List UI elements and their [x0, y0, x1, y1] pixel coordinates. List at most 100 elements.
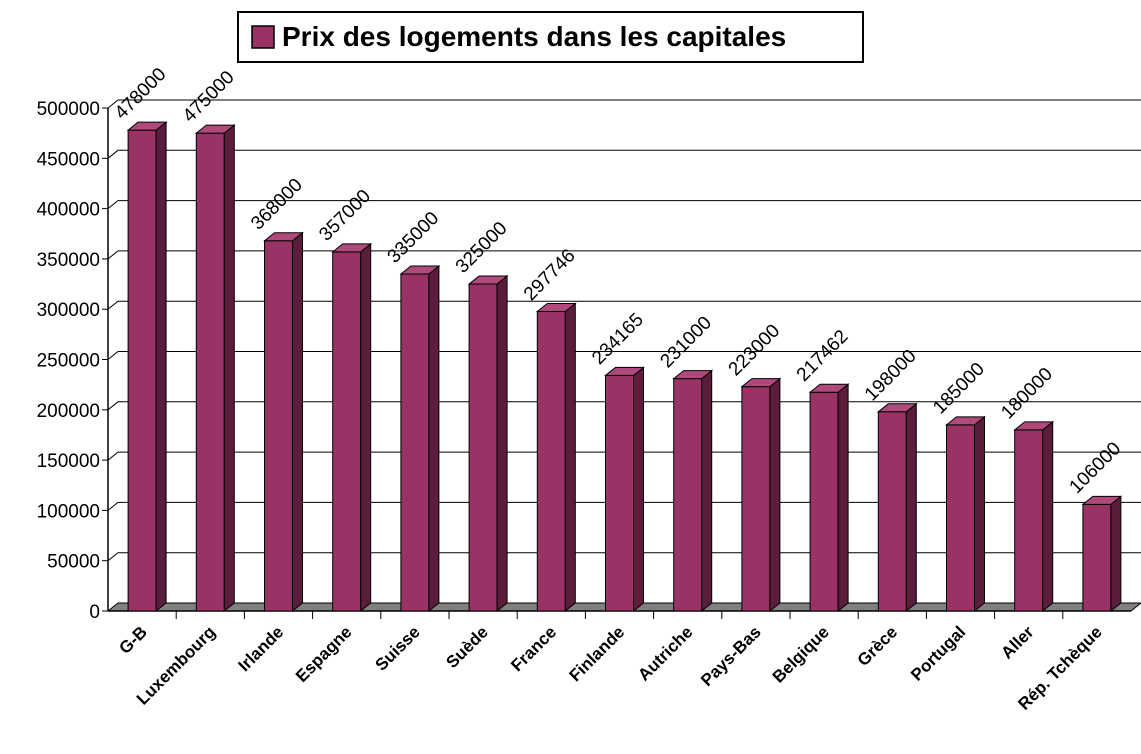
x-tick-label: Portugal: [907, 622, 969, 684]
data-label: 368000: [247, 175, 307, 235]
bar-front: [809, 391, 839, 612]
grid-line: [107, 351, 1141, 360]
bar: [1081, 495, 1123, 613]
bar-front: [264, 240, 293, 612]
bar-front: [1014, 429, 1044, 612]
grid-line: [107, 552, 1141, 562]
bar-side: [1042, 420, 1054, 613]
bar-side: [905, 402, 917, 613]
legend-box: [237, 11, 864, 63]
x-tick-label: Autriche: [634, 622, 696, 684]
bar-front: [877, 411, 907, 612]
legend-label: Prix des logements dans les capitales: [282, 21, 786, 52]
bar-side: [701, 369, 713, 613]
grid-line: [107, 149, 1141, 159]
bar-side: [360, 242, 372, 613]
bar-top: [1013, 421, 1055, 431]
data-label: 106000: [1066, 438, 1126, 498]
bar-top: [194, 124, 236, 134]
x-tick-label: Finlande: [565, 622, 628, 685]
data-label: 198000: [861, 346, 921, 406]
data-label: 325000: [452, 218, 512, 278]
grid-line: [107, 200, 1141, 209]
x-tick-label: Espagne: [292, 622, 356, 686]
bar: [740, 377, 782, 613]
bar-front: [605, 374, 634, 612]
bar-top: [808, 383, 850, 393]
bar: [945, 415, 986, 613]
data-label: 475000: [179, 67, 239, 127]
bar-front: [673, 378, 703, 612]
y-tick-label: 400000: [37, 200, 100, 221]
y-tick-label: 500000: [37, 99, 100, 120]
bar-top: [126, 121, 168, 131]
bar-front: [332, 251, 362, 612]
bar-side: [223, 124, 235, 613]
x-tick-label: Suisse: [372, 622, 424, 674]
x-tick-label: Aller: [997, 622, 1037, 662]
bar-side: [496, 275, 508, 613]
bar: [126, 121, 168, 613]
bar-top: [876, 403, 918, 413]
y-tick-label: 0: [89, 602, 100, 623]
bar-side: [837, 383, 849, 613]
data-label: 231000: [656, 312, 716, 372]
x-tick-label: G-B: [115, 622, 150, 657]
y-tick-label: 250000: [37, 351, 100, 372]
bar: [263, 231, 304, 613]
bar: [604, 366, 645, 613]
bar-front: [468, 283, 498, 612]
data-label: 185000: [929, 359, 989, 419]
bar: [194, 124, 236, 613]
x-tick-label: Irlande: [234, 622, 287, 675]
data-label: 217462: [793, 326, 853, 386]
bar-side: [155, 121, 167, 613]
bar-front: [400, 273, 430, 612]
x-tick-label: Suède: [442, 622, 492, 672]
bar: [535, 302, 577, 613]
data-label: 234165: [588, 309, 648, 369]
bar-front: [1082, 503, 1112, 612]
y-tick-label: 50000: [47, 552, 100, 573]
grid-line: [107, 300, 1141, 310]
bar: [1013, 420, 1055, 613]
x-tick-label: Belgique: [769, 622, 833, 686]
bar-top: [945, 416, 986, 426]
y-tick-label: 300000: [37, 300, 100, 321]
bar-top: [1081, 495, 1123, 505]
bar-top: [535, 302, 577, 312]
data-label: 180000: [997, 364, 1057, 424]
grid-line: [107, 250, 1141, 260]
bar-side: [428, 264, 440, 613]
bar-side: [1110, 495, 1122, 613]
y-tick-label: 100000: [37, 501, 100, 522]
x-tick-label: Grèce: [854, 622, 902, 670]
bar-top: [672, 370, 714, 380]
data-label: 357000: [315, 186, 375, 246]
data-label: 335000: [384, 208, 444, 268]
bar-side: [974, 415, 985, 613]
bar-side: [564, 302, 576, 613]
bar: [672, 369, 714, 613]
grid-line: [107, 501, 1141, 511]
bar-top: [740, 378, 782, 388]
data-label: 223000: [725, 321, 785, 381]
grid-line: [107, 99, 1141, 109]
bar: [331, 242, 373, 613]
x-tick-label: Pays-Bas: [697, 622, 765, 690]
bar-top: [604, 366, 645, 376]
data-label: 478000: [111, 64, 171, 124]
data-label: 297746: [520, 245, 580, 305]
bar-top: [331, 243, 373, 253]
bar-front: [127, 129, 157, 612]
y-tick-label: 150000: [37, 451, 100, 472]
bar: [467, 275, 509, 613]
bar-top: [399, 265, 441, 275]
bar: [399, 264, 441, 613]
y-tick-label: 200000: [37, 401, 100, 422]
bar-front: [946, 424, 975, 612]
bar-top: [263, 232, 304, 242]
bar-front: [741, 386, 771, 612]
bar-side: [292, 231, 303, 613]
